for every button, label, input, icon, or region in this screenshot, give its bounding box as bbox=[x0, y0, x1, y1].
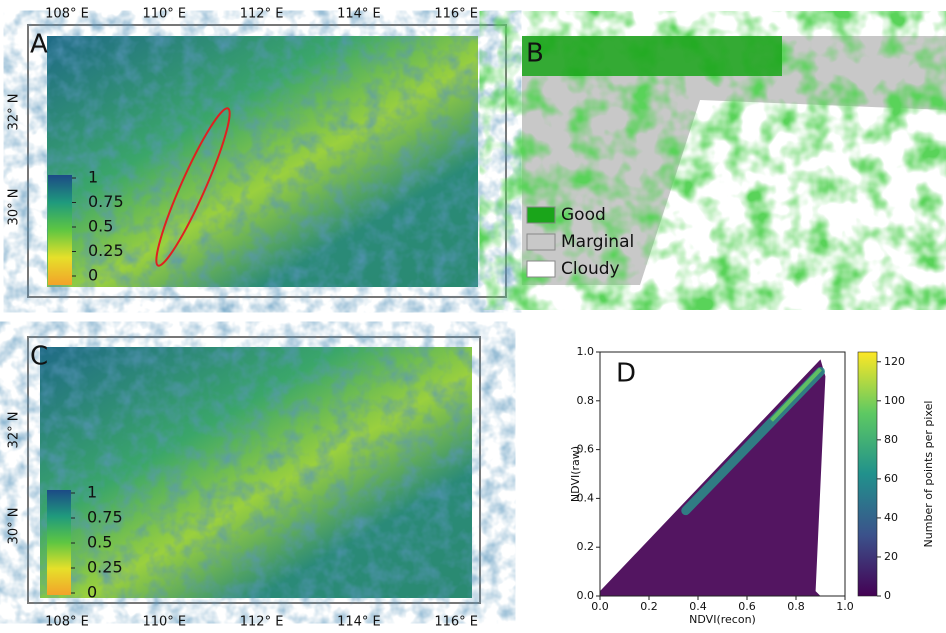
colorbar-tick-label: 1 bbox=[87, 483, 97, 502]
map-texture bbox=[40, 347, 472, 598]
lon-label: 116° E bbox=[434, 615, 478, 630]
legend-swatch bbox=[526, 233, 556, 251]
legend-swatch bbox=[526, 206, 556, 224]
y-tick-label: 0.2 bbox=[577, 540, 595, 553]
colorbar-tick-label: 120 bbox=[884, 355, 905, 368]
colorbar-tick-label: 80 bbox=[884, 433, 898, 446]
colorbar-label: Number of points per pixel bbox=[922, 401, 935, 548]
panel-label: B bbox=[526, 39, 544, 69]
panel-frame bbox=[27, 24, 507, 298]
colorbar-tick-label: 40 bbox=[884, 511, 898, 524]
colorbar bbox=[48, 175, 72, 285]
lon-label: 112° E bbox=[240, 615, 284, 630]
y-tick-label: 1.0 bbox=[577, 345, 595, 358]
lon-label: 116° E bbox=[434, 7, 478, 22]
highlight-ellipse bbox=[155, 107, 231, 267]
colorbar-tick-label: 0.5 bbox=[87, 533, 112, 552]
colorbar-tick-label: 0.5 bbox=[88, 217, 113, 236]
y-tick-label: 0.6 bbox=[577, 443, 595, 456]
lon-label: 108° E bbox=[45, 615, 89, 630]
colorbar-tick-label: 20 bbox=[884, 550, 898, 563]
plot-frame bbox=[599, 351, 846, 597]
colorbar-tick-label: 100 bbox=[884, 394, 905, 407]
lon-label: 112° E bbox=[240, 7, 284, 22]
colorbar-tick-label: 0.75 bbox=[87, 508, 123, 527]
panel-label: D bbox=[616, 359, 636, 389]
colorbar-tick-label: 0 bbox=[884, 589, 891, 602]
panel-label: C bbox=[30, 342, 48, 372]
legend-label: Marginal bbox=[561, 232, 634, 252]
x-tick-label: 1.0 bbox=[836, 600, 854, 613]
colorbar-tick-label: 0 bbox=[88, 266, 98, 285]
y-tick-label: 0.0 bbox=[577, 589, 595, 602]
density-ridge-core bbox=[770, 367, 822, 422]
panels: A 108° E 110° E 112° E 114° E 116° E 32° N 30° … bbox=[7, 7, 946, 630]
colorbar-tick-label: 1 bbox=[88, 168, 98, 187]
lon-label: 110° E bbox=[142, 615, 186, 630]
x-tick-label: 0.6 bbox=[738, 600, 756, 613]
lon-label: 110° E bbox=[142, 7, 186, 22]
colorbar-tick-label: 0.25 bbox=[88, 241, 124, 260]
y-tick-label: 0.4 bbox=[577, 491, 595, 504]
good-area bbox=[522, 36, 946, 285]
lon-label: 108° E bbox=[45, 7, 89, 22]
lon-label: 114° E bbox=[337, 615, 381, 630]
colorbar-tick-label: 0.75 bbox=[88, 192, 124, 211]
x-tick-label: 0.0 bbox=[591, 600, 609, 613]
colorbar-tick-label: 0 bbox=[87, 583, 97, 602]
colorbar bbox=[47, 490, 71, 595]
legend-swatch bbox=[526, 260, 556, 278]
y-axis-label: NDVI(raw) bbox=[569, 446, 582, 502]
map-texture bbox=[47, 36, 478, 287]
lat-label: 32° N bbox=[7, 412, 22, 449]
legend-label: Cloudy bbox=[561, 259, 620, 279]
x-axis-label: NDVI(recon) bbox=[689, 613, 756, 626]
colorbar bbox=[857, 351, 878, 597]
panel-label: A bbox=[30, 30, 48, 60]
colorbar-tick-label: 0.25 bbox=[87, 558, 123, 577]
legend-label: Good bbox=[561, 205, 606, 225]
good-top bbox=[522, 36, 782, 76]
x-tick-label: 0.4 bbox=[689, 600, 707, 613]
lon-label: 114° E bbox=[337, 7, 381, 22]
lat-label: 30° N bbox=[7, 508, 22, 545]
colorbar-tick-label: 60 bbox=[884, 472, 898, 485]
y-tick-label: 0.8 bbox=[577, 394, 595, 407]
x-tick-label: 0.8 bbox=[787, 600, 805, 613]
panel-frame bbox=[27, 336, 481, 604]
lat-label: 30° N bbox=[7, 189, 22, 226]
lat-label: 32° N bbox=[7, 94, 22, 131]
x-tick-label: 0.2 bbox=[640, 600, 658, 613]
